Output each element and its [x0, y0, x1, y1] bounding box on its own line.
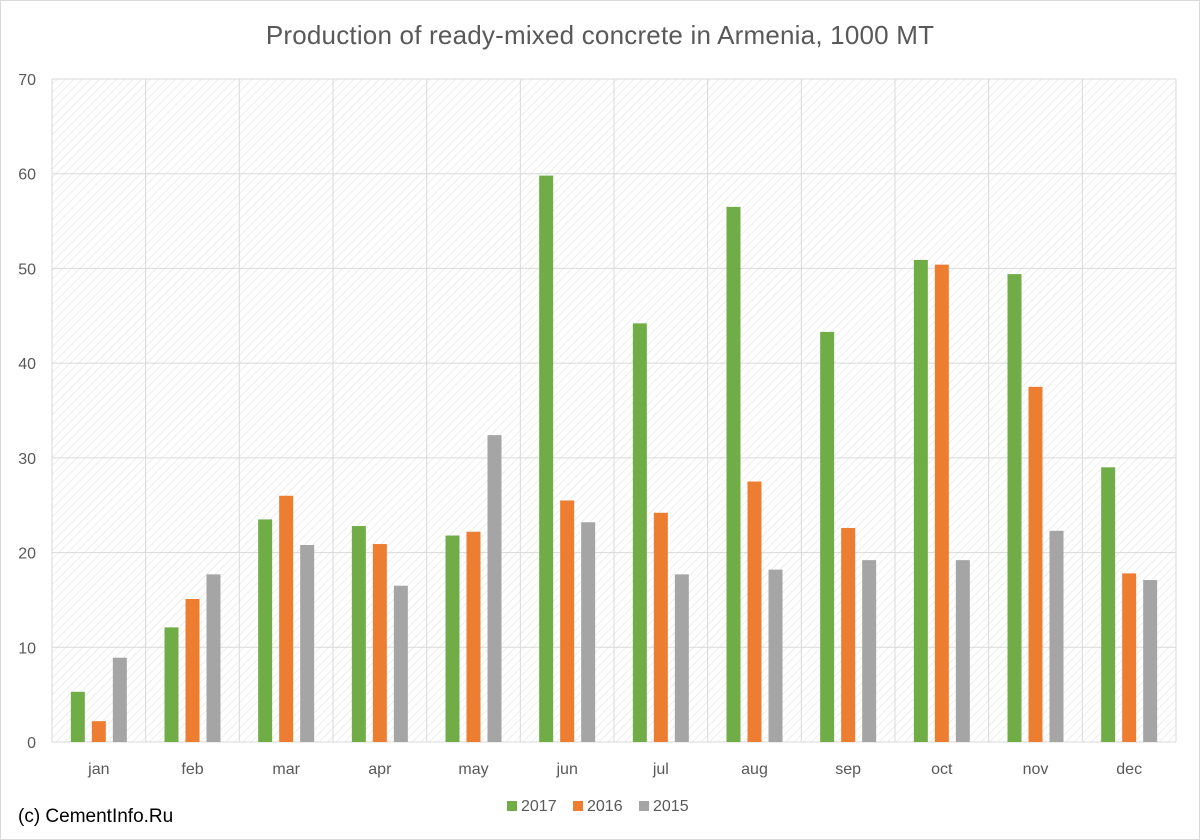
bar-oct-2016	[934, 264, 949, 742]
x-tick-label: apr	[368, 761, 392, 778]
x-tick-label: jun	[555, 761, 577, 778]
gridlines	[51, 78, 1177, 743]
bar-jan-2016	[91, 721, 106, 742]
bars	[70, 175, 1158, 743]
bar-jun-2017	[539, 175, 554, 742]
bar-sep-2017	[820, 331, 835, 742]
bar-jan-2017	[70, 691, 85, 742]
x-tick-label: jan	[87, 761, 109, 778]
x-tick-label: nov	[1023, 761, 1049, 778]
bar-feb-2015	[206, 574, 221, 742]
bar-aug-2016	[747, 481, 762, 742]
bar-nov-2017	[1007, 274, 1022, 742]
y-tick-label: 70	[18, 72, 36, 89]
legend-label: 2016	[587, 798, 623, 815]
y-tick-label: 30	[18, 451, 36, 468]
legend-swatch	[639, 801, 649, 811]
y-tick-label: 20	[18, 546, 36, 563]
y-tick-label: 0	[27, 735, 36, 752]
bar-dec-2016	[1122, 573, 1137, 742]
legend-label: 2017	[521, 798, 557, 815]
bar-jun-2015	[581, 522, 596, 742]
bar-nov-2016	[1028, 386, 1043, 742]
x-tick-label: sep	[835, 761, 861, 778]
y-tick-label: 40	[18, 356, 36, 373]
x-tick-label: dec	[1116, 761, 1142, 778]
bar-mar-2017	[258, 519, 273, 742]
bar-jul-2015	[674, 574, 689, 742]
bar-oct-2015	[955, 560, 970, 742]
bar-dec-2015	[1143, 580, 1158, 742]
bar-oct-2017	[913, 259, 928, 742]
bar-feb-2016	[185, 598, 200, 742]
bar-aug-2017	[726, 206, 741, 743]
bar-dec-2017	[1101, 467, 1116, 742]
bar-mar-2015	[300, 544, 315, 742]
x-tick-label: feb	[181, 761, 203, 778]
x-tick-label: oct	[931, 761, 953, 778]
bar-jul-2017	[632, 323, 647, 742]
bar-jun-2016	[560, 500, 575, 742]
x-tick-label: aug	[741, 761, 768, 778]
legend-swatch	[573, 801, 583, 811]
legend-label: 2015	[653, 798, 689, 815]
bar-may-2016	[466, 531, 481, 742]
bar-jan-2015	[112, 657, 127, 742]
x-tick-label: jul	[652, 761, 669, 778]
chart-title: Production of ready-mixed concrete in Ar…	[265, 20, 935, 50]
bar-apr-2017	[351, 526, 366, 742]
legend-swatch	[507, 801, 517, 811]
y-tick-label: 10	[18, 640, 36, 657]
bar-may-2017	[445, 535, 460, 742]
y-tick-label: 50	[18, 261, 36, 278]
y-tick-label: 60	[18, 167, 36, 184]
x-axis-ticks: jan feb mar apr may jun jul aug sep oct nov dec	[87, 761, 1142, 778]
x-tick-label: mar	[272, 761, 300, 778]
bar-sep-2016	[841, 527, 856, 742]
bar-aug-2015	[768, 569, 783, 742]
x-tick-label: may	[458, 761, 488, 778]
bar-jul-2016	[653, 512, 668, 742]
bar-apr-2016	[372, 544, 387, 742]
bar-mar-2016	[279, 495, 294, 742]
bar-feb-2017	[164, 627, 179, 742]
bar-sep-2015	[862, 560, 877, 742]
legend: 2017 2016 2015	[507, 798, 689, 815]
bar-apr-2015	[393, 585, 408, 742]
bar-may-2015	[487, 435, 502, 742]
y-axis-ticks: 0 10 20 30 40 50 60 70	[18, 72, 36, 752]
credit-text: (c) CementInfo.Ru	[18, 806, 174, 827]
bar-nov-2015	[1049, 530, 1064, 742]
